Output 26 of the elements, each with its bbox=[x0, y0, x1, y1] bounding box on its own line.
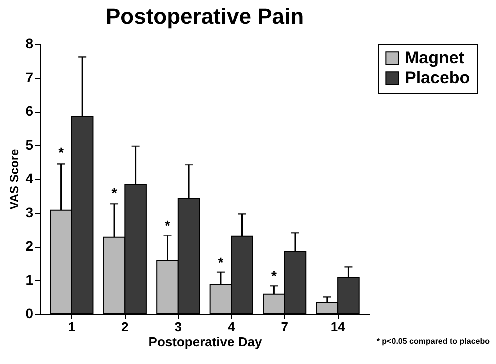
y-tick-label: 5 bbox=[26, 136, 34, 153]
x-tick-label: 3 bbox=[174, 320, 182, 334]
x-tick-label: 14 bbox=[330, 320, 346, 334]
y-tick-label: 8 bbox=[26, 36, 34, 52]
y-tick-label: 0 bbox=[26, 306, 34, 322]
annotation: * bbox=[112, 185, 118, 202]
x-tick-label: 1 bbox=[68, 320, 76, 334]
annotation: * bbox=[271, 268, 278, 284]
legend-label: Placebo bbox=[405, 68, 470, 88]
legend-label: Magnet bbox=[405, 48, 465, 68]
x-tick-label: 2 bbox=[122, 320, 129, 334]
x-tick-label: 4 bbox=[228, 320, 236, 334]
y-tick-label: 4 bbox=[26, 170, 34, 186]
y-tick-label: 7 bbox=[26, 69, 34, 86]
y-tick-label: 3 bbox=[26, 204, 34, 220]
chart-title: Postoperative Pain bbox=[106, 4, 304, 29]
y-tick-label: 2 bbox=[26, 238, 34, 254]
y-axis-title: VAS Score bbox=[8, 148, 22, 210]
annotation: * bbox=[218, 254, 224, 270]
x-tick-label: 7 bbox=[281, 320, 288, 334]
y-tick-label: 1 bbox=[26, 272, 34, 288]
y-tick-label: 6 bbox=[26, 103, 34, 119]
text: * p<0.05 compared to placebo bbox=[376, 337, 490, 346]
annotation: * bbox=[165, 217, 172, 234]
annotation: * bbox=[58, 144, 65, 161]
x-axis-title: Postoperative Day bbox=[148, 334, 263, 350]
